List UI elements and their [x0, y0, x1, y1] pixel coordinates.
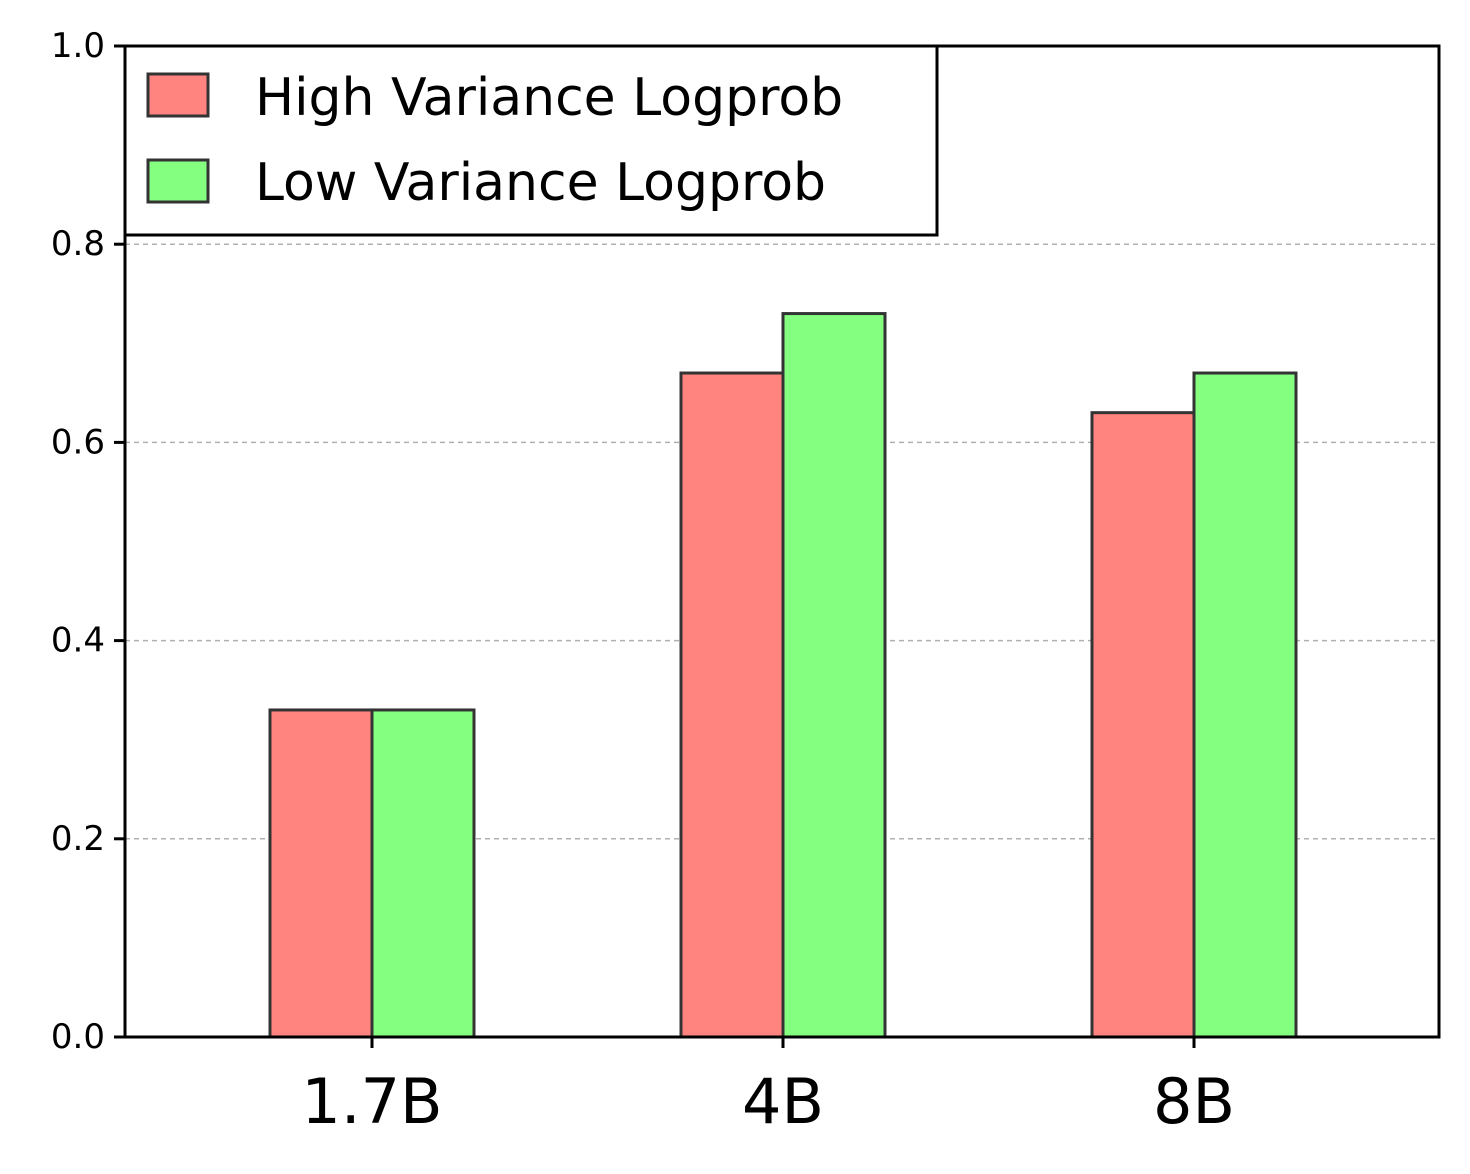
x-tick-label: 8B — [1153, 1065, 1235, 1138]
x-tick-label: 4B — [742, 1065, 824, 1138]
legend-swatch-low-variance — [146, 158, 210, 204]
legend: High Variance Logprob Low Variance Logpr… — [123, 44, 939, 237]
bars — [268, 312, 1298, 1039]
bar-low-variance-1-7b — [370, 708, 476, 1039]
legend-label-high-variance: High Variance Logprob — [255, 68, 843, 128]
legend-frame — [123, 44, 939, 237]
y-tick-label: 0.4 — [51, 621, 105, 661]
y-tick-label: 0.0 — [51, 1017, 105, 1057]
legend-swatch-high-variance — [146, 72, 210, 118]
legend-label-low-variance: Low Variance Logprob — [255, 153, 826, 213]
bar-high-variance-1-7b — [268, 708, 374, 1039]
bar-high-variance-4b — [679, 371, 785, 1039]
x-axis: 1.7B 4B 8B — [301, 1037, 1235, 1138]
y-axis: 0.0 0.2 0.4 0.6 0.8 1.0 — [51, 26, 125, 1057]
bar-low-variance-4b — [781, 312, 887, 1039]
y-tick-label: 0.8 — [51, 224, 105, 264]
y-tick-label: 0.2 — [51, 819, 105, 859]
y-tick-label: 0.6 — [51, 422, 105, 462]
x-tick-label: 1.7B — [301, 1065, 442, 1138]
bar-low-variance-8b — [1192, 371, 1298, 1039]
y-tick-label: 1.0 — [51, 26, 105, 66]
bar-high-variance-8b — [1090, 411, 1196, 1039]
